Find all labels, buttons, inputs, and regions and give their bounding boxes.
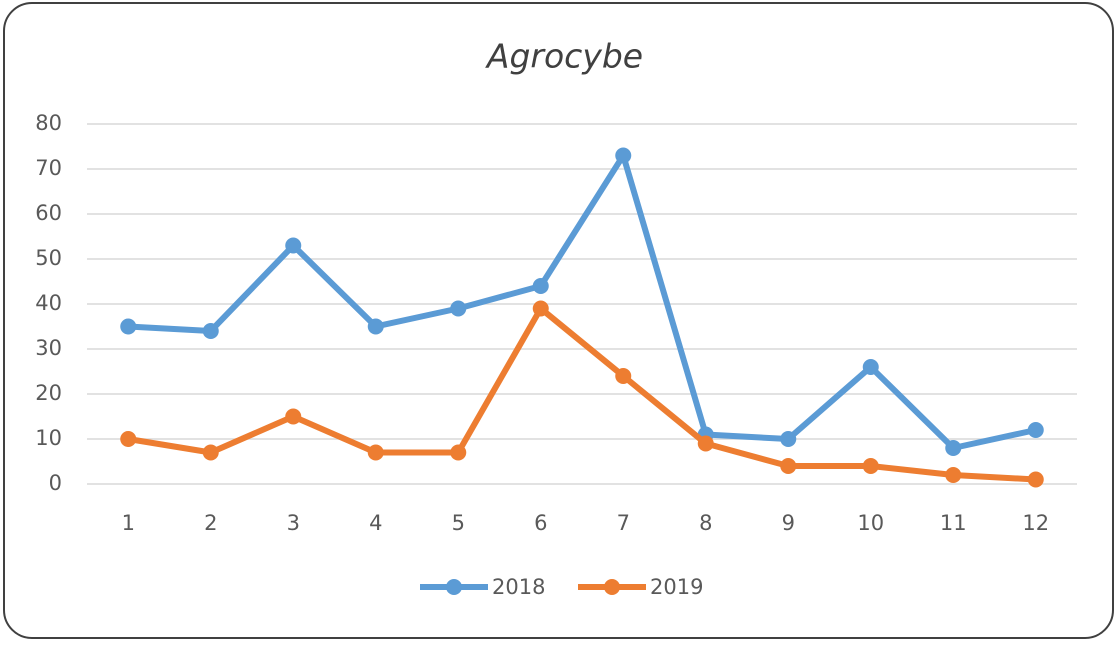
marker	[202, 444, 219, 461]
x-tick-label: 3	[287, 511, 300, 535]
y-tick-label: 70	[35, 156, 62, 180]
x-tick-label: 4	[369, 511, 382, 535]
marker	[945, 467, 962, 483]
x-tick-label: 6	[534, 511, 547, 535]
x-tick-label: 9	[782, 511, 795, 535]
marker	[697, 435, 714, 452]
marker	[780, 458, 797, 474]
marker	[780, 431, 797, 447]
marker	[285, 237, 302, 254]
line	[128, 152, 1037, 451]
x-tick-label: 10	[857, 511, 884, 535]
marker	[450, 444, 467, 461]
legend-marker	[604, 579, 620, 595]
marker	[1027, 422, 1044, 438]
legend-label: 2018	[492, 575, 545, 599]
y-tick-label: 30	[35, 336, 62, 360]
marker	[120, 431, 137, 447]
legend-marker	[446, 579, 462, 595]
y-tick-label: 80	[35, 111, 62, 135]
marker	[202, 323, 219, 339]
marker	[367, 444, 384, 461]
marker	[945, 440, 962, 456]
x-tick-label: 5	[452, 511, 465, 535]
marker	[367, 318, 384, 335]
x-tick-label: 7	[617, 511, 630, 535]
y-tick-label: 40	[35, 291, 62, 315]
chart-title: Agrocybe	[485, 37, 643, 76]
marker	[532, 278, 549, 294]
y-tick-label: 50	[35, 246, 62, 270]
marker	[450, 300, 467, 317]
x-tick-label: 2	[204, 511, 217, 535]
marker	[532, 300, 549, 317]
marker	[285, 408, 302, 425]
marker	[862, 359, 879, 375]
marker	[1027, 471, 1044, 488]
y-tick-label: 0	[49, 471, 62, 495]
legend-label: 2019	[650, 575, 703, 599]
marker	[615, 368, 632, 384]
marker	[862, 458, 879, 474]
x-tick-label: 11	[940, 511, 967, 535]
line	[127, 305, 1036, 483]
marker	[120, 318, 137, 335]
x-tick-label: 1	[122, 511, 135, 535]
x-tick-label: 8	[699, 511, 712, 535]
marker	[615, 147, 632, 164]
y-tick-label: 10	[35, 426, 62, 450]
y-tick-label: 20	[35, 381, 62, 405]
y-tick-label: 60	[35, 201, 62, 225]
x-tick-label: 12	[1022, 511, 1049, 535]
